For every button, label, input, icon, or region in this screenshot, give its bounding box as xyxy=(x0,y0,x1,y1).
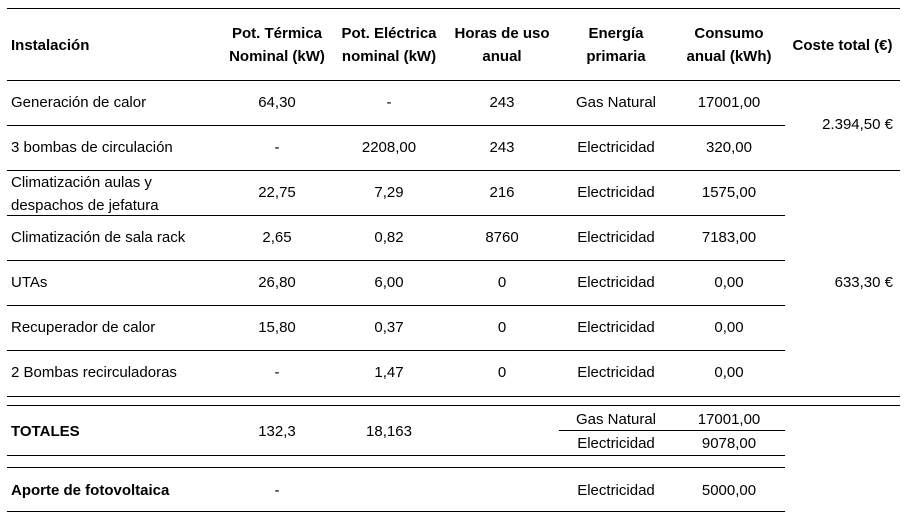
primary-energy: Gas Natural xyxy=(575,94,657,111)
installation-name: Generación de calor xyxy=(11,94,147,111)
totals-consumption-electricity: 9078,00 xyxy=(701,435,757,452)
annual-consumption: 0,00 xyxy=(714,274,744,291)
rule-row-3 xyxy=(7,215,785,216)
electric-power: 7,29 xyxy=(374,184,404,201)
annual-hours: 216 xyxy=(489,184,515,201)
header-annual-hours: Horas de uso anual xyxy=(454,25,550,65)
thermal-power: 15,80 xyxy=(258,319,296,336)
rule-totals-top xyxy=(7,405,900,406)
primary-energy: Electricidad xyxy=(577,139,655,156)
pv-thermal-power: - xyxy=(274,482,280,499)
primary-energy: Electricidad xyxy=(577,274,655,291)
primary-energy: Electricidad xyxy=(577,184,655,201)
installation-name: 3 bombas de circulación xyxy=(11,139,173,156)
total-cost-group-2: 633,30 € xyxy=(834,274,893,291)
rule-row-1 xyxy=(7,125,785,126)
header-thermal-power: Pot. Térmica Nominal (kW) xyxy=(229,25,325,65)
pv-annual-consumption: 5000,00 xyxy=(701,482,757,499)
rule-row-4 xyxy=(7,260,785,261)
pv-label: Aporte de fotovoltaica xyxy=(11,482,170,499)
annual-consumption: 320,00 xyxy=(706,139,752,156)
primary-energy: Electricidad xyxy=(577,319,655,336)
annual-hours: 243 xyxy=(489,139,515,156)
annual-consumption: 17001,00 xyxy=(697,94,761,111)
annual-consumption: 0,00 xyxy=(714,364,744,381)
thermal-power: - xyxy=(274,364,280,381)
thermal-power: - xyxy=(274,139,280,156)
electric-power: 6,00 xyxy=(374,274,404,291)
totals-energy-electricity: Electricidad xyxy=(577,435,655,452)
electric-power: - xyxy=(386,94,392,111)
electric-power: 0,82 xyxy=(374,229,404,246)
rule-pv-bottom xyxy=(7,511,785,512)
header-electric-power: Pot. Eléctrica nominal (kW) xyxy=(341,25,437,65)
annual-consumption: 7183,00 xyxy=(701,229,757,246)
installation-name: Recuperador de calor xyxy=(11,319,156,336)
annual-consumption: 1575,00 xyxy=(701,184,757,201)
rule-row-5 xyxy=(7,305,785,306)
annual-hours: 0 xyxy=(497,364,507,381)
totals-energy-gas: Gas Natural xyxy=(575,411,657,428)
rule-pv-top xyxy=(7,467,785,468)
pv-primary-energy: Electricidad xyxy=(577,482,655,499)
installation-name: Climatización de sala rack xyxy=(11,229,186,246)
annual-hours: 8760 xyxy=(485,229,519,246)
rule-top xyxy=(7,8,900,9)
primary-energy: Electricidad xyxy=(577,364,655,381)
totals-consumption-gas: 17001,00 xyxy=(697,411,761,428)
installation-name: UTAs xyxy=(11,274,48,291)
electric-power: 0,37 xyxy=(374,319,404,336)
installation-name: Climatización aulas y despachos de jefat… xyxy=(11,174,159,214)
header-primary-energy: Energía primaria xyxy=(586,25,646,65)
thermal-power: 64,30 xyxy=(258,94,296,111)
header-annual-consumption: Consumo anual (kWh) xyxy=(686,25,772,65)
thermal-power: 26,80 xyxy=(258,274,296,291)
header-installation: Instalación xyxy=(11,37,90,54)
annual-hours: 0 xyxy=(497,319,507,336)
annual-consumption: 0,00 xyxy=(714,319,744,336)
rule-header-bottom xyxy=(7,80,900,81)
annual-hours: 0 xyxy=(497,274,507,291)
header-total-cost: Coste total (€) xyxy=(792,37,893,54)
totals-electric-power: 18,163 xyxy=(366,423,412,440)
totals-label: TOTALES xyxy=(11,423,80,440)
total-cost-group-1: 2.394,50 € xyxy=(822,116,893,133)
electric-power: 2208,00 xyxy=(361,139,417,156)
rule-row-2 xyxy=(7,170,900,171)
annual-hours: 243 xyxy=(489,94,515,111)
totals-thermal-power: 132,3 xyxy=(258,423,296,440)
energy-installations-table: Instalación Pot. Térmica Nominal (kW) Po… xyxy=(7,7,900,512)
primary-energy: Electricidad xyxy=(577,229,655,246)
electric-power: 1,47 xyxy=(374,364,404,381)
installation-name: 2 Bombas recirculadoras xyxy=(11,364,177,381)
rule-row-6 xyxy=(7,350,785,351)
rule-totals-bottom xyxy=(7,455,785,456)
rule-totals-split xyxy=(559,430,785,431)
thermal-power: 2,65 xyxy=(262,229,292,246)
rule-body-bottom xyxy=(7,396,900,397)
thermal-power: 22,75 xyxy=(258,184,296,201)
